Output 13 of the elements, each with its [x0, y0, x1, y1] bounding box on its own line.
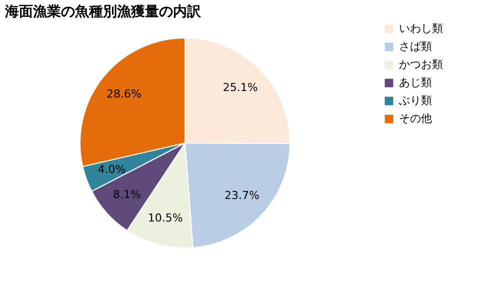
- chart-title: 海面漁業の魚種別漁獲量の内訳: [4, 4, 202, 20]
- data-label: 28.6%: [106, 87, 142, 100]
- data-label: 25.1%: [222, 81, 258, 94]
- data-label: 23.7%: [224, 189, 260, 202]
- data-label: 4.0%: [98, 162, 126, 176]
- data-label: 8.1%: [113, 188, 141, 202]
- legend-label: いわし類: [399, 22, 443, 35]
- legend-label: かつお類: [399, 58, 443, 71]
- legend-label: さば類: [399, 40, 432, 53]
- legend-label: その他: [399, 112, 432, 125]
- legend-label: ぶり類: [399, 94, 432, 107]
- data-label: 10.5%: [148, 211, 183, 224]
- legend-label: あじ類: [399, 76, 432, 89]
